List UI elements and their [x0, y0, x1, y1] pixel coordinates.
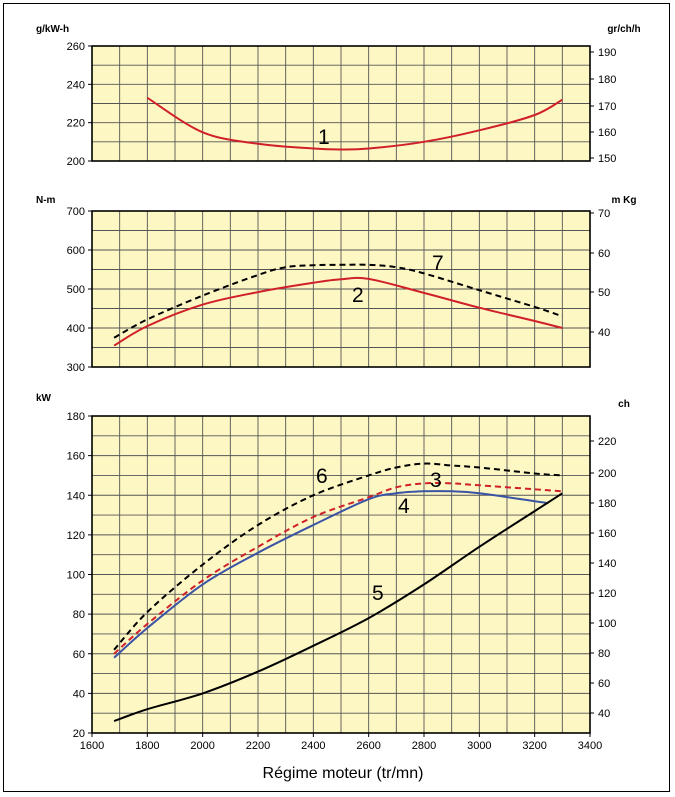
curve-label-2: 2 [352, 284, 364, 307]
left-tick-label: 80 [73, 609, 85, 621]
left-tick-label: 400 [67, 323, 85, 335]
right-tick-label: 190 [598, 47, 616, 59]
x-tick-label: 1600 [80, 740, 104, 752]
curve-label-1: 1 [318, 126, 330, 149]
right-axis-unit: m Kg [612, 195, 637, 206]
right-tick-label: 100 [598, 618, 616, 630]
curve-label-4: 4 [398, 495, 410, 518]
right-tick-label: 70 [598, 208, 610, 220]
x-tick-label: 2400 [301, 740, 325, 752]
left-tick-label: 600 [67, 245, 85, 257]
left-tick-label: 200 [67, 156, 85, 168]
right-tick-label: 120 [598, 588, 616, 600]
left-tick-label: 260 [67, 41, 85, 53]
curve-5 [113, 492, 563, 723]
right-tick-label: 50 [598, 287, 610, 299]
left-tick-label: 140 [67, 490, 85, 502]
right-tick-label: 160 [598, 127, 616, 139]
left-tick-label: 40 [73, 688, 85, 700]
curve-6 [113, 462, 563, 651]
left-tick-label: 700 [67, 206, 85, 218]
left-tick-label: 180 [67, 411, 85, 423]
right-axis-unit: gr/ch/h [607, 24, 640, 35]
curve-1 [146, 96, 563, 151]
right-tick-label: 150 [598, 153, 616, 165]
left-axis-unit: kW [36, 393, 52, 404]
plot-border [91, 45, 591, 162]
x-axis-title: Régime moteur (tr/mn) [263, 765, 424, 782]
left-tick-label: 240 [67, 79, 85, 91]
left-tick-label: 100 [67, 570, 85, 582]
x-tick-label: 2000 [190, 740, 214, 752]
right-tick-label: 180 [598, 74, 616, 86]
x-tick-label: 2600 [356, 740, 380, 752]
curve-2 [113, 276, 563, 347]
right-tick-label: 60 [598, 248, 610, 260]
curve-7 [113, 263, 563, 339]
right-tick-label: 200 [598, 468, 616, 480]
chart-frame [3, 3, 670, 792]
right-tick-label: 170 [598, 101, 616, 113]
left-tick-label: 160 [67, 451, 85, 463]
curve-label-5: 5 [372, 582, 384, 605]
x-tick-label: 2800 [412, 740, 436, 752]
curve-label-7: 7 [432, 252, 444, 275]
left-axis-unit: g/kW-h [36, 24, 69, 35]
left-tick-label: 500 [67, 284, 85, 296]
right-tick-label: 40 [598, 708, 610, 720]
right-tick-label: 60 [598, 678, 610, 690]
x-tick-label: 3200 [522, 740, 546, 752]
x-tick-label: 3400 [578, 740, 602, 752]
curve-4 [113, 490, 549, 659]
x-tick-label: 3000 [467, 740, 491, 752]
left-tick-label: 300 [67, 362, 85, 374]
x-tick-label: 1800 [135, 740, 159, 752]
right-tick-label: 220 [598, 436, 616, 448]
curve-label-6: 6 [316, 465, 328, 488]
right-tick-label: 160 [598, 528, 616, 540]
left-tick-label: 60 [73, 649, 85, 661]
left-axis-unit: N-m [36, 195, 56, 206]
right-tick-label: 140 [598, 558, 616, 570]
left-tick-label: 120 [67, 530, 85, 542]
right-tick-label: 40 [598, 327, 610, 339]
x-tick-label: 2200 [246, 740, 270, 752]
left-tick-label: 20 [73, 728, 85, 740]
curve-3 [113, 481, 563, 655]
right-tick-label: 180 [598, 498, 616, 510]
right-tick-label: 80 [598, 648, 610, 660]
curve-label-3: 3 [430, 469, 442, 492]
right-axis-unit: ch [618, 399, 630, 410]
left-tick-label: 220 [67, 118, 85, 130]
